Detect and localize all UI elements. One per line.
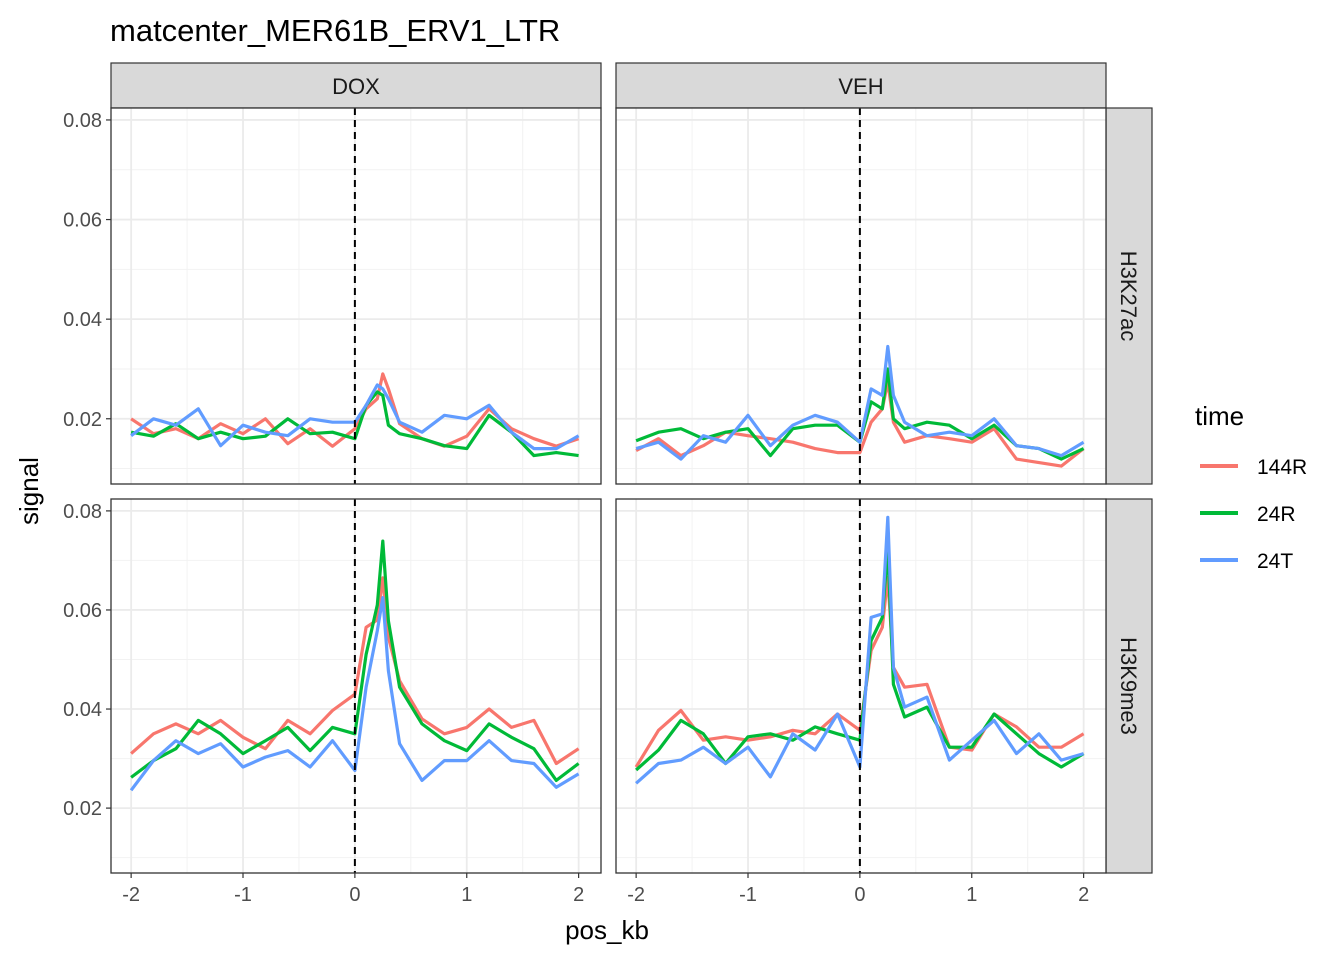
x-tick-label: 0 (854, 884, 865, 906)
legend-label: 144R (1257, 456, 1307, 479)
panel-dox-h3k27ac: 0.02 0.04 0.06 0.08 (63, 107, 602, 485)
y-tick-label: 0.06 (63, 210, 102, 232)
x-tick-label: 1 (966, 884, 977, 906)
series-line-24t (635, 344, 1085, 461)
y-tick-label: 0.02 (63, 798, 102, 820)
panel-border (110, 107, 602, 485)
chart-title: matcenter_MER61B_ERV1_LTR (110, 13, 560, 48)
series-line-24t (635, 515, 1085, 785)
panel-border (615, 498, 1107, 874)
strip-label: DOX (332, 74, 380, 99)
panel-dox-h3k9me3: 0.02 0.04 0.06 0.08 -2 -1 0 1 2 (63, 498, 602, 906)
panel-border (110, 498, 602, 874)
strip-veh (615, 62, 1107, 109)
x-tick-label: 1 (461, 884, 472, 906)
x-axis-label: pos_kb (565, 915, 649, 945)
x-tick-label: -2 (627, 884, 645, 906)
y-tick-label: 0.02 (63, 409, 102, 431)
y-tick-label: 0.08 (63, 501, 102, 523)
panel-background (616, 499, 1106, 873)
series-line-24t (129, 596, 580, 792)
strip-label: H3K9me3 (1116, 637, 1141, 735)
series-line-24r (635, 545, 1085, 772)
x-tick-label: 2 (1078, 884, 1089, 906)
strip-label: VEH (838, 74, 883, 99)
legend-label: 24R (1257, 503, 1296, 526)
panel-background (616, 108, 1106, 484)
panel-border (615, 107, 1107, 485)
x-tick-label: 2 (573, 884, 584, 906)
strip-h3k27ac (1105, 107, 1153, 485)
series-line-24t (130, 383, 580, 451)
y-tick-label: 0.04 (63, 699, 102, 721)
y-tick-label: 0.04 (63, 309, 102, 331)
y-tick-label: 0.08 (63, 110, 102, 132)
panel-veh-h3k27ac (615, 107, 1107, 485)
x-tick-label: -1 (234, 884, 252, 906)
legend-label: 24T (1257, 550, 1293, 573)
strip-label: H3K27ac (1116, 251, 1141, 342)
legend-title: time (1195, 401, 1244, 431)
x-tick-label: -2 (122, 884, 140, 906)
panel-veh-h3k9me3: -2 -1 0 1 2 (615, 498, 1107, 906)
x-tick-label: -1 (739, 884, 757, 906)
y-axis-label: signal (14, 457, 44, 525)
legend: time 144R 24R 24T (1195, 401, 1307, 573)
series-line-24r (635, 367, 1085, 461)
y-tick-label: 0.06 (63, 600, 102, 622)
strip-dox (110, 62, 602, 109)
series-line-24r (130, 390, 579, 458)
strip-h3k9me3 (1105, 498, 1153, 874)
series-line-24r (130, 539, 580, 782)
x-tick-label: 0 (349, 884, 360, 906)
